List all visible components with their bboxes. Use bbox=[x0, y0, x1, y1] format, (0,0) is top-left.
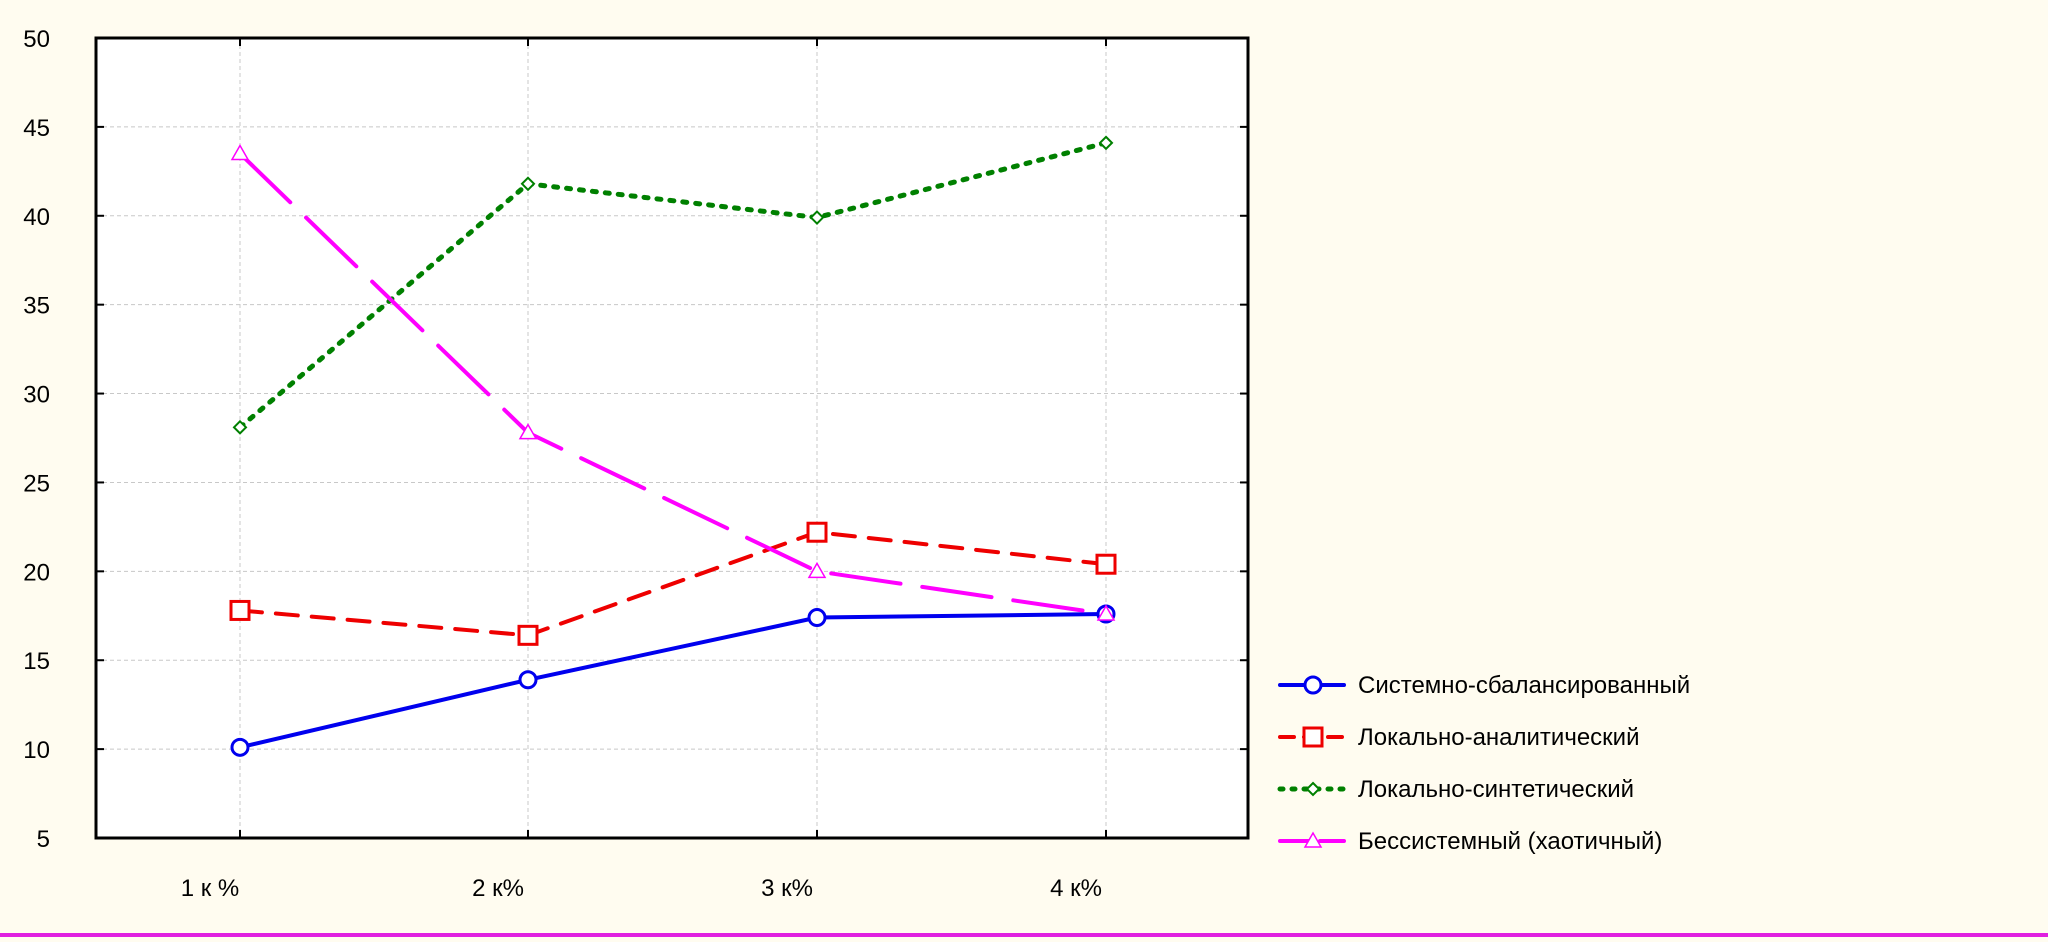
legend-item-2: Локально-аналитический bbox=[1278, 724, 1640, 751]
triangle-marker bbox=[807, 561, 827, 579]
square-marker bbox=[517, 624, 539, 646]
x-tick-label: 4 к% bbox=[1050, 875, 1102, 902]
y-axis-tick-labels: 5 10 15 20 25 30 35 40 45 50 bbox=[23, 26, 50, 853]
diamond-marker bbox=[232, 419, 248, 435]
series-3 bbox=[232, 135, 1114, 435]
grid-lines bbox=[96, 38, 1248, 838]
square-marker bbox=[1095, 553, 1117, 575]
diamond-marker bbox=[809, 210, 825, 225]
y-tick-label: 50 bbox=[23, 26, 50, 53]
x-tick-label: 1 к % bbox=[181, 875, 240, 902]
legend-triangle-marker bbox=[1303, 831, 1323, 848]
x-tick-label: 3 к% bbox=[761, 875, 813, 902]
legend-diamond-marker bbox=[1305, 781, 1321, 797]
legend: Системно-сбалансированный Локально-аналит… bbox=[1277, 672, 1690, 855]
y-tick-label: 10 bbox=[23, 737, 50, 764]
circle-marker bbox=[518, 670, 538, 690]
legend-circle-marker bbox=[1303, 675, 1323, 695]
y-tick-label: 45 bbox=[23, 115, 50, 142]
legend-square-marker bbox=[1302, 726, 1324, 748]
legend-label: Локально-аналитический bbox=[1358, 724, 1640, 751]
series-1 bbox=[230, 604, 1116, 757]
y-tick-label: 35 bbox=[23, 293, 50, 320]
series-4 bbox=[230, 144, 1116, 621]
legend-label: Системно-сбалансированный bbox=[1358, 672, 1690, 699]
triangle-marker bbox=[1096, 604, 1116, 621]
legend-label: Бессистемный (хаотичный) bbox=[1358, 828, 1662, 855]
legend-item-3: Локально-синтетический bbox=[1277, 776, 1634, 803]
plot-area bbox=[94, 36, 1250, 840]
series-lines bbox=[229, 135, 1117, 757]
legend-label: Локально-синтетический bbox=[1358, 776, 1634, 803]
series-2 bbox=[229, 521, 1117, 646]
triangle-marker bbox=[230, 144, 250, 161]
y-tick-label: 5 bbox=[37, 826, 50, 853]
legend-item-4: Бессистемный (хаотичный) bbox=[1278, 828, 1662, 855]
axis-ticks bbox=[96, 37, 1248, 839]
square-marker bbox=[229, 599, 251, 621]
series-line bbox=[237, 140, 1109, 430]
series-line bbox=[238, 151, 1108, 616]
y-tick-label: 40 bbox=[23, 204, 50, 231]
series-line bbox=[238, 612, 1108, 750]
circle-marker bbox=[230, 737, 250, 757]
bottom-border bbox=[0, 933, 2048, 937]
diamond-marker bbox=[1098, 135, 1114, 151]
y-tick-label: 25 bbox=[23, 470, 50, 497]
circle-marker bbox=[807, 608, 827, 628]
x-axis-tick-labels: 1 к % 2 к% 3 к% 4 к% bbox=[181, 875, 1102, 902]
y-tick-label: 20 bbox=[23, 559, 50, 586]
series-line bbox=[238, 530, 1108, 638]
y-tick-label: 30 bbox=[23, 382, 50, 409]
square-marker bbox=[806, 521, 828, 543]
diamond-marker bbox=[520, 176, 536, 192]
x-tick-label: 2 к% bbox=[472, 875, 524, 902]
y-tick-label: 15 bbox=[23, 648, 50, 675]
triangle-marker bbox=[518, 423, 538, 440]
legend-item-1: Системно-сбалансированный bbox=[1278, 672, 1690, 699]
